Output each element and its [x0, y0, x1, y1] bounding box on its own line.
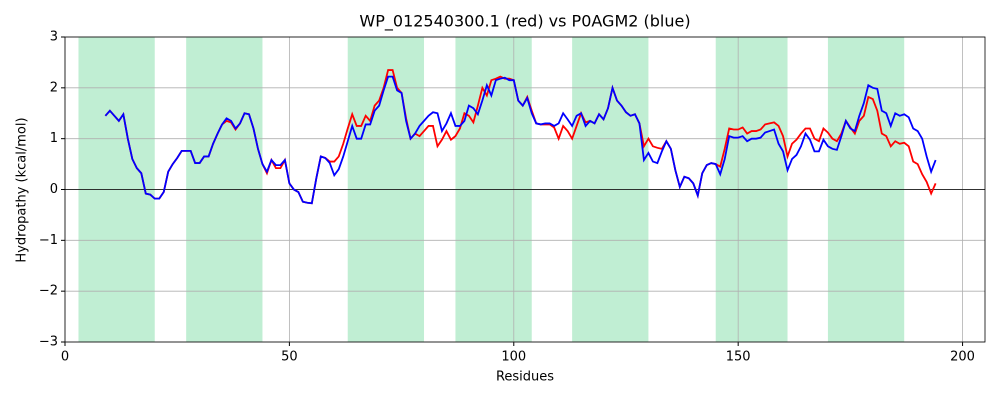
x-tick-label: 200 — [950, 350, 975, 365]
x-axis-label: Residues — [496, 370, 554, 385]
y-axis-label: Hydropathy (kcal/mol) — [15, 117, 30, 262]
x-tick-label: 50 — [281, 350, 298, 365]
plot-frame — [64, 36, 986, 343]
y-tick-label: −3 — [39, 335, 58, 350]
y-tick-label: 0 — [50, 182, 58, 197]
y-tick-label: 3 — [50, 30, 58, 45]
y-tick-label: 1 — [50, 131, 58, 146]
x-tick-label: 0 — [61, 350, 69, 365]
chart-title: WP_012540300.1 (red) vs P0AGM2 (blue) — [359, 12, 690, 32]
x-tick-label: 150 — [726, 350, 751, 365]
y-tick-label: −1 — [39, 233, 58, 248]
y-tick-label: 2 — [50, 80, 58, 95]
data-line — [104, 75, 937, 205]
x-tick-label: 100 — [501, 350, 526, 365]
y-tick-label: −2 — [39, 284, 58, 299]
